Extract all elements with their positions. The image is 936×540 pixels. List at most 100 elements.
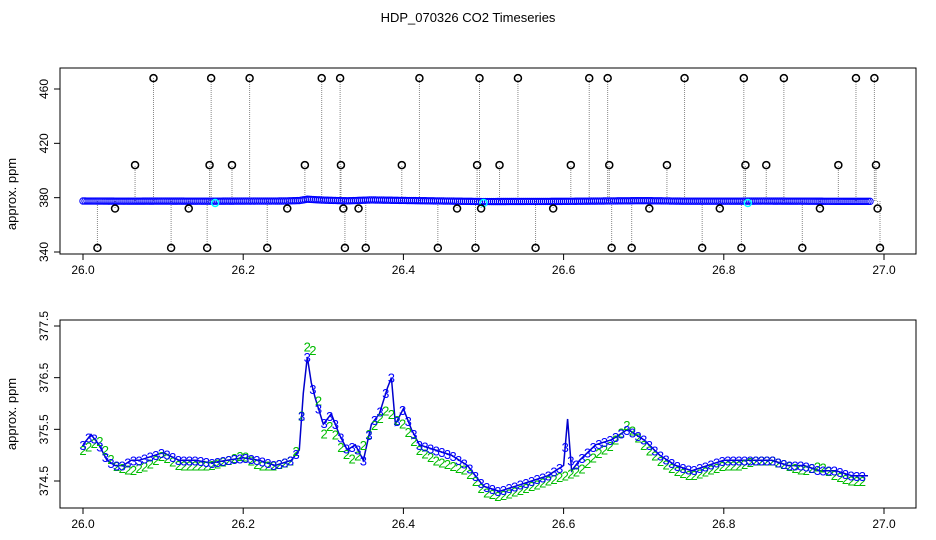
baseline-point bbox=[864, 197, 872, 206]
series-2-marker: 2 bbox=[747, 455, 754, 470]
series-2-marker: 2 bbox=[102, 443, 109, 458]
series-2-marker: 2 bbox=[752, 453, 759, 468]
series-2-marker: 2 bbox=[506, 486, 513, 501]
series-2-marker: 2 bbox=[455, 461, 462, 476]
series-2-marker: 2 bbox=[264, 459, 271, 474]
series-2-marker: 2 bbox=[606, 439, 613, 454]
series-3-marker: 3 bbox=[842, 467, 849, 482]
outlier-point bbox=[471, 243, 480, 253]
series-3-marker: 3 bbox=[853, 469, 860, 484]
series-3-marker: 3 bbox=[752, 453, 759, 468]
series-3-marker: 3 bbox=[601, 435, 608, 450]
series-2-marker: 2 bbox=[674, 464, 681, 479]
series-3-marker: 3 bbox=[444, 447, 451, 462]
bottom-plot-marks: 2323232323232323232323232323232323232323… bbox=[79, 340, 868, 504]
x-tick-label: 26.8 bbox=[712, 517, 736, 531]
series-2-marker: 2 bbox=[253, 457, 260, 472]
series-3-marker: 3 bbox=[135, 453, 142, 468]
series-2-marker: 2 bbox=[208, 458, 215, 473]
series-2-marker: 2 bbox=[315, 393, 322, 408]
series-2-marker: 2 bbox=[163, 451, 170, 466]
series-2-marker: 2 bbox=[270, 459, 277, 474]
series-2-marker: 2 bbox=[449, 459, 456, 474]
series-3-marker: 3 bbox=[405, 414, 412, 429]
outlier-point bbox=[607, 243, 616, 253]
series-2-marker: 2 bbox=[629, 423, 636, 438]
series-2-marker: 2 bbox=[393, 413, 400, 428]
series-3-marker: 3 bbox=[124, 455, 131, 470]
outlier-point bbox=[662, 160, 672, 170]
series-2-marker: 2 bbox=[730, 459, 737, 474]
series-2-marker: 2 bbox=[124, 463, 131, 478]
outlier-point bbox=[339, 204, 348, 213]
highlight-point bbox=[743, 198, 753, 208]
series-2-marker: 2 bbox=[388, 407, 395, 422]
series-3-marker: 3 bbox=[528, 474, 535, 489]
y-tick-label: 380 bbox=[37, 187, 51, 207]
outlier-point bbox=[548, 204, 558, 213]
series-3-marker: 3 bbox=[455, 453, 462, 468]
outlier-point bbox=[110, 204, 120, 213]
outlier-point bbox=[245, 73, 254, 83]
series-3-marker: 3 bbox=[421, 440, 428, 455]
series-3-marker: 3 bbox=[231, 452, 238, 467]
series-3-marker: 3 bbox=[326, 409, 333, 424]
series-2-marker: 2 bbox=[556, 470, 563, 485]
series-2-marker: 2 bbox=[741, 457, 748, 472]
series-3-marker: 3 bbox=[242, 451, 249, 466]
series-3-marker: 3 bbox=[741, 453, 748, 468]
outlier-point bbox=[870, 73, 879, 83]
series-3-marker: 3 bbox=[831, 464, 838, 479]
series-3-marker: 3 bbox=[634, 429, 641, 444]
series-3-marker: 3 bbox=[304, 350, 311, 365]
series-3-marker: 3 bbox=[522, 476, 529, 491]
outlier-point bbox=[361, 243, 371, 253]
series-2-marker: 2 bbox=[696, 466, 703, 481]
top-y-axis-label: approx. ppm bbox=[4, 158, 19, 230]
series-3-marker: 3 bbox=[360, 453, 367, 468]
baseline-point bbox=[866, 197, 874, 206]
series-2-marker: 2 bbox=[590, 450, 597, 465]
series-3-marker: 3 bbox=[539, 470, 546, 485]
series-2-marker: 2 bbox=[365, 427, 372, 442]
series-2-marker: 2 bbox=[724, 459, 731, 474]
outlier-point bbox=[680, 73, 689, 83]
y-tick-label: 375.5 bbox=[37, 414, 51, 444]
series-3-marker: 3 bbox=[147, 450, 154, 465]
series-2-marker: 2 bbox=[158, 449, 165, 464]
series-2-marker: 2 bbox=[601, 442, 608, 457]
outlier-point bbox=[762, 160, 771, 170]
series-2-marker: 2 bbox=[461, 463, 468, 478]
outlier-point bbox=[834, 160, 843, 170]
series-3-marker: 3 bbox=[309, 382, 316, 397]
series-2-marker: 2 bbox=[130, 463, 137, 478]
series-2-marker: 2 bbox=[135, 461, 142, 476]
series-2-marker: 2 bbox=[292, 444, 299, 459]
series-2-marker: 2 bbox=[758, 453, 765, 468]
series-2-marker: 2 bbox=[567, 467, 574, 482]
outlier-point bbox=[851, 73, 861, 83]
series-2-marker: 2 bbox=[786, 459, 793, 474]
series-2-marker: 2 bbox=[780, 457, 787, 472]
series-3-marker: 3 bbox=[461, 456, 468, 471]
series-2-marker: 2 bbox=[534, 477, 541, 492]
series-line bbox=[82, 356, 868, 493]
series-3-marker: 3 bbox=[292, 447, 299, 462]
outlier-point bbox=[603, 73, 612, 83]
outlier-point bbox=[513, 73, 523, 83]
outlier-point bbox=[340, 243, 350, 253]
outlier-point bbox=[798, 243, 807, 253]
series-3-marker: 3 bbox=[416, 438, 423, 453]
series-3-marker: 3 bbox=[186, 453, 193, 468]
series-2-marker: 2 bbox=[511, 485, 518, 500]
series-3-marker: 3 bbox=[220, 454, 227, 469]
series-3-marker: 3 bbox=[320, 416, 327, 431]
series-2-marker: 2 bbox=[152, 453, 159, 468]
series-2-marker: 2 bbox=[360, 438, 367, 453]
series-3-marker: 3 bbox=[91, 432, 98, 447]
series-3-marker: 3 bbox=[141, 452, 148, 467]
series-2-marker: 2 bbox=[444, 457, 451, 472]
series-3-marker: 3 bbox=[640, 433, 647, 448]
outlier-point bbox=[476, 204, 486, 213]
series-2-marker: 2 bbox=[438, 455, 445, 470]
